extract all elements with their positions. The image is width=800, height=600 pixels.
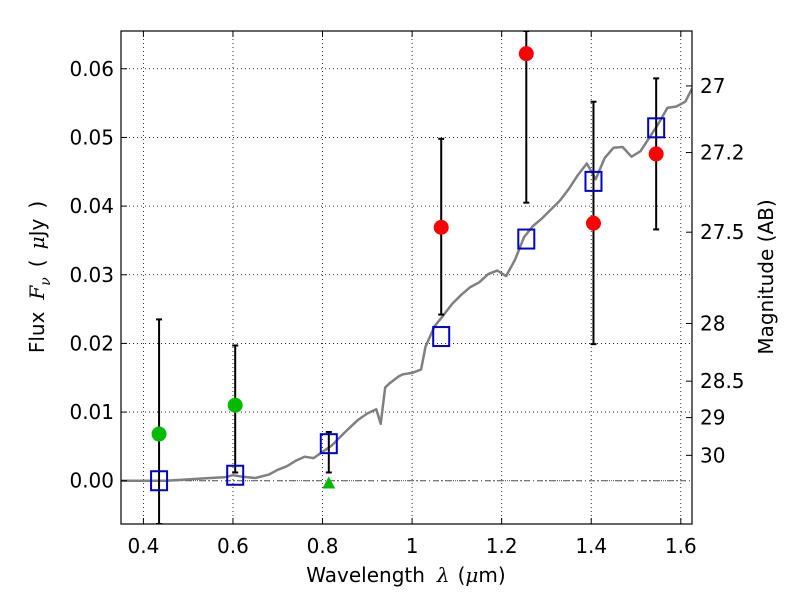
y-tick-label: 0.04 — [69, 194, 114, 218]
y-tick-label: 0.01 — [69, 400, 114, 424]
model-sed-line — [121, 88, 692, 482]
mag-tick-label: 29 — [700, 406, 725, 430]
x-tick-label: 0.4 — [127, 534, 159, 558]
y2-axis-title: Magnitude (AB) — [754, 199, 778, 354]
x-axis-title: Wavelength λ (μm) — [306, 563, 505, 587]
y-tick-label: 0.06 — [69, 57, 114, 81]
synthetic-photometry-point — [226, 464, 245, 486]
y-axis-title: FluxFν(μJy) — [25, 201, 54, 353]
upper-limit-point — [227, 397, 243, 413]
x-tick-label: 0.6 — [217, 534, 249, 558]
x-tick-label: 1.6 — [665, 534, 697, 558]
mag-tick-label: 28 — [700, 312, 725, 336]
synthetic-photometry-point — [150, 470, 169, 492]
upper-limit-triangle-point — [322, 476, 336, 489]
measured-flux-point — [585, 215, 601, 231]
x-tick-label: 0.8 — [307, 534, 339, 558]
axes: 0.4 0.6 0.8 1 1.2 1.4 1.6 0.00 0.01 0.02 0.03 0.04 0… — [69, 31, 745, 558]
measured-flux-point — [433, 219, 449, 235]
synthetic-photometry-point — [517, 228, 536, 250]
y-tick-label: 0.05 — [69, 125, 114, 149]
mag-tick-label: 27.2 — [700, 141, 745, 165]
mag-tick-label: 27 — [700, 74, 725, 98]
synthetic-photometry-point — [432, 326, 451, 348]
synthetic-photometry-point — [647, 117, 666, 139]
grid — [121, 31, 692, 524]
mag-tick-label: 27.5 — [700, 220, 745, 244]
synthetic-photometry-point — [584, 170, 603, 192]
x-tick-label: 1.4 — [575, 534, 607, 558]
plot-frame — [120, 30, 693, 525]
upper-limit-point — [151, 426, 167, 442]
y-tick-label: 0.02 — [69, 331, 114, 355]
mag-tick-label: 30 — [700, 443, 725, 467]
y-tick-label: 0.00 — [69, 469, 114, 493]
measured-flux-point — [518, 46, 534, 62]
measured-flux-point — [648, 146, 664, 162]
synthetic-photometry-point — [319, 433, 338, 455]
x-tick-label: 1 — [406, 534, 419, 558]
mag-tick-label: 28.5 — [700, 369, 745, 393]
y-tick-label: 0.03 — [69, 263, 114, 287]
plot-area — [121, 31, 692, 524]
x-tick-label: 1.2 — [486, 534, 518, 558]
